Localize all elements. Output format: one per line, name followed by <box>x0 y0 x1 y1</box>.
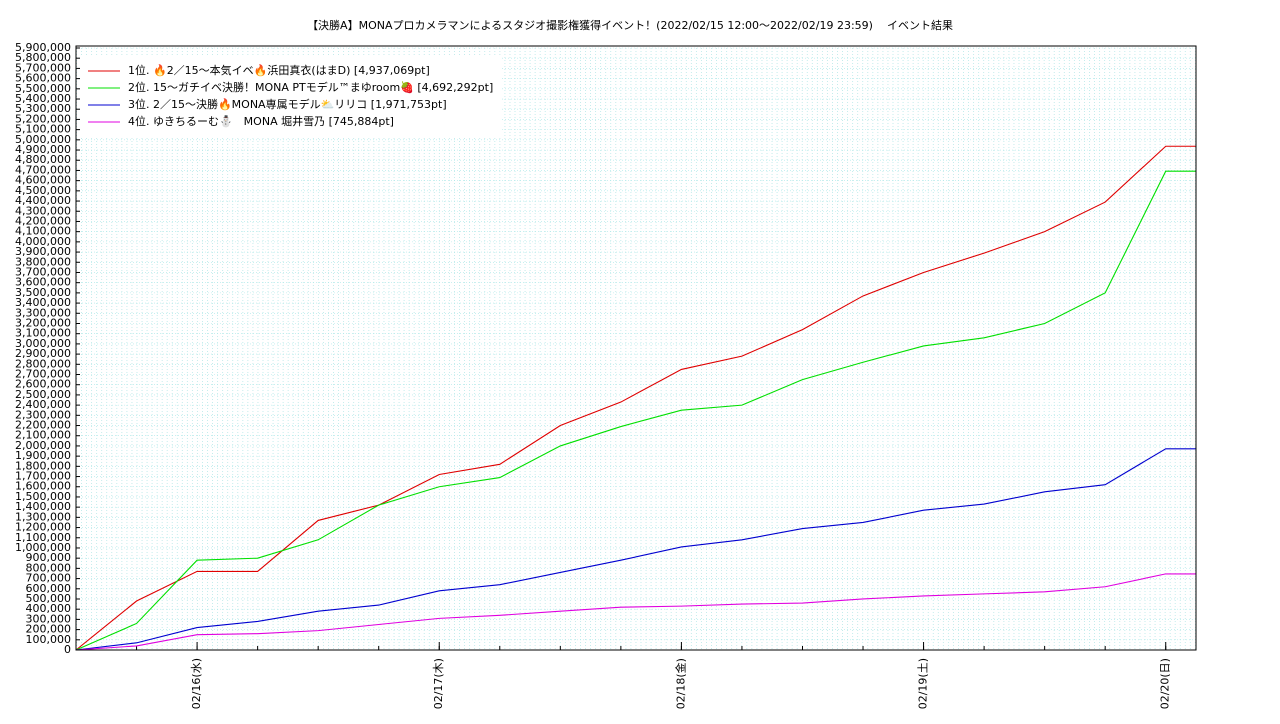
y-tick-label: 1,500,000 <box>15 490 71 503</box>
y-tick-label: 2,900,000 <box>15 347 71 360</box>
y-tick-label: 4,800,000 <box>15 153 71 166</box>
y-tick-label: 1,400,000 <box>15 500 71 513</box>
y-tick-label: 400,000 <box>26 602 72 615</box>
y-tick-label: 3,800,000 <box>15 255 71 268</box>
y-tick-label: 3,400,000 <box>15 296 71 309</box>
y-tick-label: 2,800,000 <box>15 357 71 370</box>
y-tick-label: 800,000 <box>26 561 72 574</box>
y-tick-label: 5,700,000 <box>15 61 71 74</box>
series-line <box>75 145 1196 651</box>
y-tick-label: 4,400,000 <box>15 194 71 207</box>
y-tick-label: 2,100,000 <box>15 429 71 442</box>
legend-label: 2位. 15～ガチイベ決勝！MONA PTモデル™まゆroom🍓 [4,692,… <box>128 80 493 94</box>
y-tick-label: 4,600,000 <box>15 174 71 187</box>
y-tick-label: 100,000 <box>26 633 72 646</box>
y-tick-label: 200,000 <box>26 623 72 636</box>
y-tick-label: 0 <box>64 643 71 656</box>
y-tick-label: 500,000 <box>26 592 72 605</box>
x-tick-label: 02/17(木) <box>432 658 445 709</box>
series-line <box>75 573 1196 651</box>
y-tick-label: 5,900,000 <box>15 41 71 54</box>
y-tick-label: 700,000 <box>26 572 72 585</box>
y-tick-label: 2,500,000 <box>15 388 71 401</box>
y-tick-label: 5,200,000 <box>15 112 71 125</box>
chart-title: 【決勝A】MONAプロカメラマンによるスタジオ撮影権獲得イベント！(2022/0… <box>307 18 873 32</box>
minor-grid <box>76 46 1196 650</box>
y-tick-label: 3,900,000 <box>15 245 71 258</box>
y-tick-label: 2,000,000 <box>15 439 71 452</box>
x-tick-label: 02/18(金) <box>673 658 687 709</box>
y-tick-label: 3,000,000 <box>15 337 71 350</box>
y-tick-label: 4,500,000 <box>15 184 71 197</box>
y-tick-label: 900,000 <box>26 551 72 564</box>
legend-label: 1位. 🔥2／15～本気イベ🔥浜田真衣(はまD) [4,937,069pt] <box>128 63 430 77</box>
y-tick-label: 3,700,000 <box>15 265 71 278</box>
y-tick-label: 4,300,000 <box>15 204 71 217</box>
y-tick-label: 4,900,000 <box>15 143 71 156</box>
y-tick-label: 5,500,000 <box>15 82 71 95</box>
y-tick-label: 1,200,000 <box>15 521 71 534</box>
y-tick-label: 4,200,000 <box>15 214 71 227</box>
y-tick-label: 600,000 <box>26 582 72 595</box>
plot-frame <box>75 45 1197 651</box>
y-tick-label: 3,500,000 <box>15 286 71 299</box>
y-tick-label: 4,100,000 <box>15 225 71 238</box>
x-tick-label: 02/19(土) <box>917 658 930 709</box>
y-tick-label: 4,000,000 <box>15 235 71 248</box>
y-tick-label: 4,700,000 <box>15 163 71 176</box>
y-tick-label: 300,000 <box>26 612 72 625</box>
y-tick-label: 1,300,000 <box>15 510 71 523</box>
y-tick-label: 1,600,000 <box>15 480 71 493</box>
y-tick-label: 1,900,000 <box>15 449 71 462</box>
y-tick-label: 3,600,000 <box>15 276 71 289</box>
x-tick-label: 02/16(水) <box>190 658 203 709</box>
y-tick-label: 1,100,000 <box>15 531 71 544</box>
legend-box <box>80 56 502 138</box>
y-tick-label: 3,300,000 <box>15 306 71 319</box>
y-tick-label: 5,300,000 <box>15 102 71 115</box>
y-tick-label: 5,100,000 <box>15 123 71 136</box>
legend-label: 3位. 2／15～決勝🔥MONA専属モデル⛅リリコ [1,971,753pt] <box>128 97 447 111</box>
y-tick-label: 3,100,000 <box>15 327 71 340</box>
y-tick-label: 1,800,000 <box>15 459 71 472</box>
y-tick-label: 5,800,000 <box>15 51 71 64</box>
y-tick-label: 2,300,000 <box>15 408 71 421</box>
series-line <box>75 448 1196 651</box>
chart-subtitle: イベント結果 <box>887 18 953 32</box>
series-line <box>75 170 1196 651</box>
x-tick-label: 02/20(日) <box>1159 658 1172 709</box>
y-tick-label: 1,000,000 <box>15 541 71 554</box>
y-tick-label: 2,700,000 <box>15 368 71 381</box>
y-tick-label: 5,400,000 <box>15 92 71 105</box>
legend-label: 4位. ゆきちるーむ⛄ MONA 堀井雪乃 [745,884pt] <box>128 114 394 128</box>
y-tick-label: 1,700,000 <box>15 470 71 483</box>
y-tick-label: 2,200,000 <box>15 419 71 432</box>
y-tick-label: 2,600,000 <box>15 378 71 391</box>
y-tick-label: 5,000,000 <box>15 133 71 146</box>
y-tick-label: 2,400,000 <box>15 398 71 411</box>
y-tick-label: 3,200,000 <box>15 316 71 329</box>
y-tick-label: 5,600,000 <box>15 72 71 85</box>
